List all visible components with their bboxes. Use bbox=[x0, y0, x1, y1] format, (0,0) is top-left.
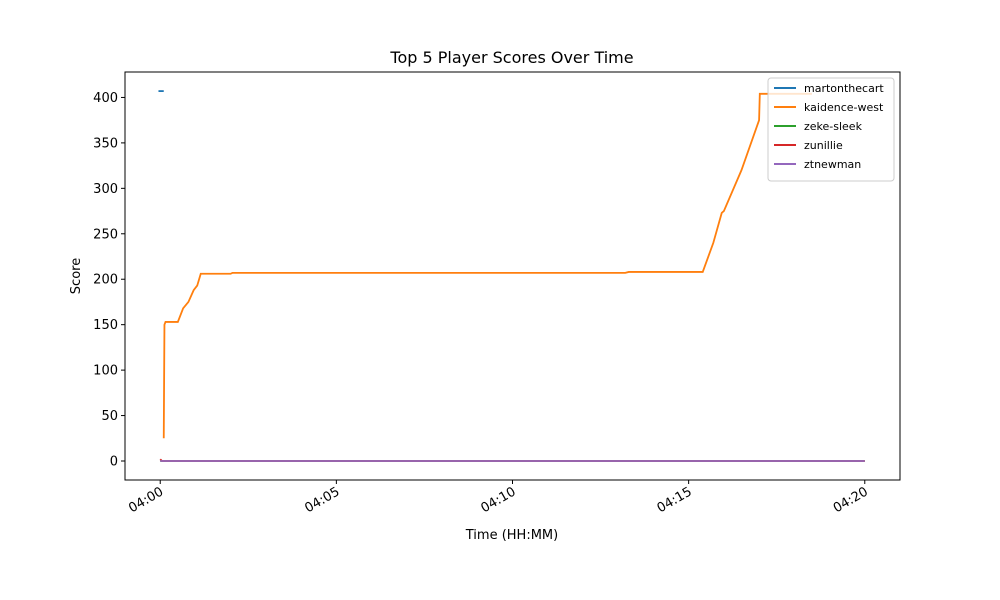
plot-frame bbox=[124, 71, 901, 481]
legend-box bbox=[767, 77, 895, 182]
y-tick-label: 50 bbox=[101, 409, 118, 424]
y-tick-label: 250 bbox=[93, 227, 118, 242]
y-tick-label: 300 bbox=[93, 182, 118, 197]
y-tick-label: 0 bbox=[110, 455, 118, 470]
chart-title: Top 5 Player Scores Over Time bbox=[389, 48, 633, 67]
legend-label: zeke-sleek bbox=[804, 120, 863, 133]
legend-label: martonthecart bbox=[804, 82, 884, 95]
legend-label: kaidence-west bbox=[804, 101, 884, 114]
legend-label: zunillie bbox=[804, 139, 843, 152]
legend: martonthecart kaidence-west zeke-sleek zuni… bbox=[767, 77, 895, 182]
series-line bbox=[162, 92, 812, 439]
y-tick-label: 100 bbox=[93, 364, 118, 379]
y-tick-label: 200 bbox=[93, 273, 118, 288]
y-tick-label: 400 bbox=[93, 91, 118, 106]
legend-label: ztnewman bbox=[804, 158, 861, 171]
y-tick-label: 350 bbox=[93, 136, 118, 151]
y-tick-label: 150 bbox=[93, 318, 118, 333]
y-axis-label: Score bbox=[69, 258, 84, 294]
x-axis-label: Time (HH:MM) bbox=[465, 528, 558, 543]
